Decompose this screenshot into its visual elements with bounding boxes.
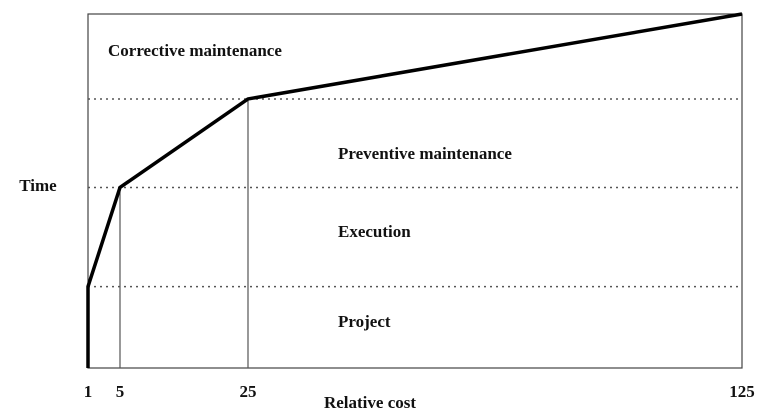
x-tick-label: 5 [116,382,125,401]
region-label: Execution [338,222,411,241]
region-label: Preventive maintenance [338,144,512,163]
y-axis-label: Time [19,176,57,195]
x-tick-label: 1 [84,382,93,401]
region-label: Project [338,312,391,331]
x-tick-label: 125 [729,382,755,401]
x-tick-label: 25 [240,382,257,401]
x-axis-label: Relative cost [324,393,416,412]
plot-frame [87,13,743,369]
cost-line [86,12,743,368]
region-label: Corrective maintenance [108,41,282,60]
